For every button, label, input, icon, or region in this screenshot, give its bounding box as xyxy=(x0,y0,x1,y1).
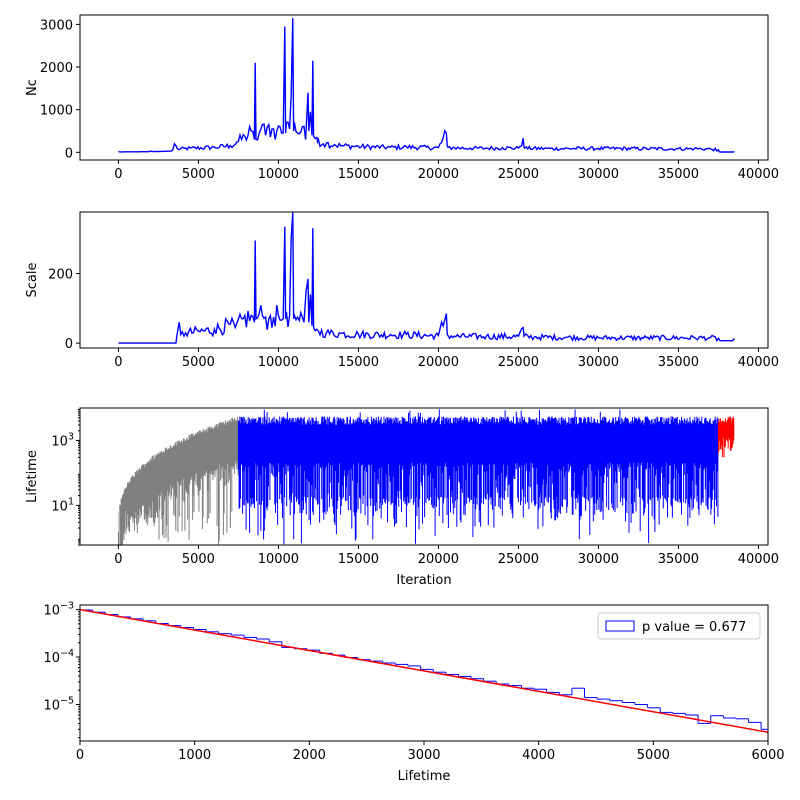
x-axis-label: Iteration xyxy=(396,573,451,588)
axes-frame xyxy=(79,14,769,161)
axes-frame xyxy=(79,604,769,742)
series-line xyxy=(118,212,735,344)
subplot-3: 0 5000 10000 15000 20000 25000 30000 35000 40000… xyxy=(25,407,779,588)
x-tick-label: 5000 xyxy=(637,748,670,763)
axes-frame xyxy=(79,407,769,546)
x-tick-label: 0 xyxy=(114,355,122,370)
y-tick-label: 10−5 xyxy=(43,695,74,713)
x-tick-label: 40000 xyxy=(738,355,779,370)
x-tick-label: 1000 xyxy=(178,748,211,763)
y-tick-label: 0 xyxy=(65,337,73,352)
x-tick-label: 5000 xyxy=(182,552,215,567)
x-tick-label: 20000 xyxy=(418,167,459,182)
x-tick-label: 5000 xyxy=(182,167,215,182)
y-axis-label: Nc xyxy=(25,79,40,96)
x-tick-label: 20000 xyxy=(418,355,459,370)
x-tick-label: 0 xyxy=(76,748,84,763)
x-tick-label: 40000 xyxy=(738,552,779,567)
y-tick-label: 10−4 xyxy=(43,648,74,666)
x-tick-label: 10000 xyxy=(258,355,299,370)
x-tick-label: 0 xyxy=(114,167,122,182)
y-tick-label: 3000 xyxy=(40,18,73,33)
legend: p value = 0.677 xyxy=(597,612,761,640)
subplot-1: 0 5000 10000 15000 20000 25000 30000 35000 40000… xyxy=(25,14,779,182)
y-axis-label: Scale xyxy=(25,263,40,298)
legend-box xyxy=(597,612,761,640)
x-tick-label: 30000 xyxy=(578,355,619,370)
x-tick-label: 15000 xyxy=(338,355,379,370)
y-axis-label: Lifetime xyxy=(25,450,40,503)
y-tick-label: 200 xyxy=(48,268,73,283)
x-tick-label: 0 xyxy=(114,552,122,567)
x-tick-label: 35000 xyxy=(658,167,699,182)
y-tick-label: 101 xyxy=(51,496,74,514)
lifetime-trace-1 xyxy=(237,409,719,545)
x-tick-label: 10000 xyxy=(258,167,299,182)
legend-entry: p value = 0.677 xyxy=(642,620,746,635)
x-tick-label: 15000 xyxy=(338,552,379,567)
axes-frame xyxy=(79,211,769,349)
legend-swatch xyxy=(605,620,635,632)
x-tick-label: 4000 xyxy=(522,748,555,763)
lifetime-trace-2 xyxy=(717,416,735,458)
y-tick-label: 0 xyxy=(65,146,73,161)
subplot-4: 0 1000 2000 3000 4000 5000 6000 10−5 10−4 10−3 Lif… xyxy=(43,601,784,784)
x-tick-label: 15000 xyxy=(338,167,379,182)
x-tick-label: 25000 xyxy=(498,355,539,370)
x-tick-label: 40000 xyxy=(738,167,779,182)
x-tick-label: 25000 xyxy=(498,167,539,182)
y-tick-label: 2000 xyxy=(40,61,73,76)
x-tick-label: 10000 xyxy=(258,552,299,567)
subplot-2: 0 5000 10000 15000 20000 25000 30000 35000 40000… xyxy=(25,211,779,370)
x-tick-label: 35000 xyxy=(658,355,699,370)
y-tick-label: 1000 xyxy=(40,104,73,119)
x-tick-label: 2000 xyxy=(293,748,326,763)
x-tick-label: 6000 xyxy=(751,748,784,763)
y-tick-label: 103 xyxy=(51,431,74,449)
fit-line xyxy=(80,608,768,733)
lifetime-trace-0 xyxy=(117,416,239,545)
x-tick-label: 35000 xyxy=(658,552,699,567)
x-tick-label: 30000 xyxy=(578,552,619,567)
x-tick-label: 30000 xyxy=(578,167,619,182)
x-tick-label: 3000 xyxy=(407,748,440,763)
series-line xyxy=(118,17,735,153)
x-axis-label: Lifetime xyxy=(398,769,451,784)
x-tick-label: 20000 xyxy=(418,552,459,567)
x-tick-label: 25000 xyxy=(498,552,539,567)
y-tick-label: 10−3 xyxy=(43,601,74,619)
x-tick-label: 5000 xyxy=(182,355,215,370)
